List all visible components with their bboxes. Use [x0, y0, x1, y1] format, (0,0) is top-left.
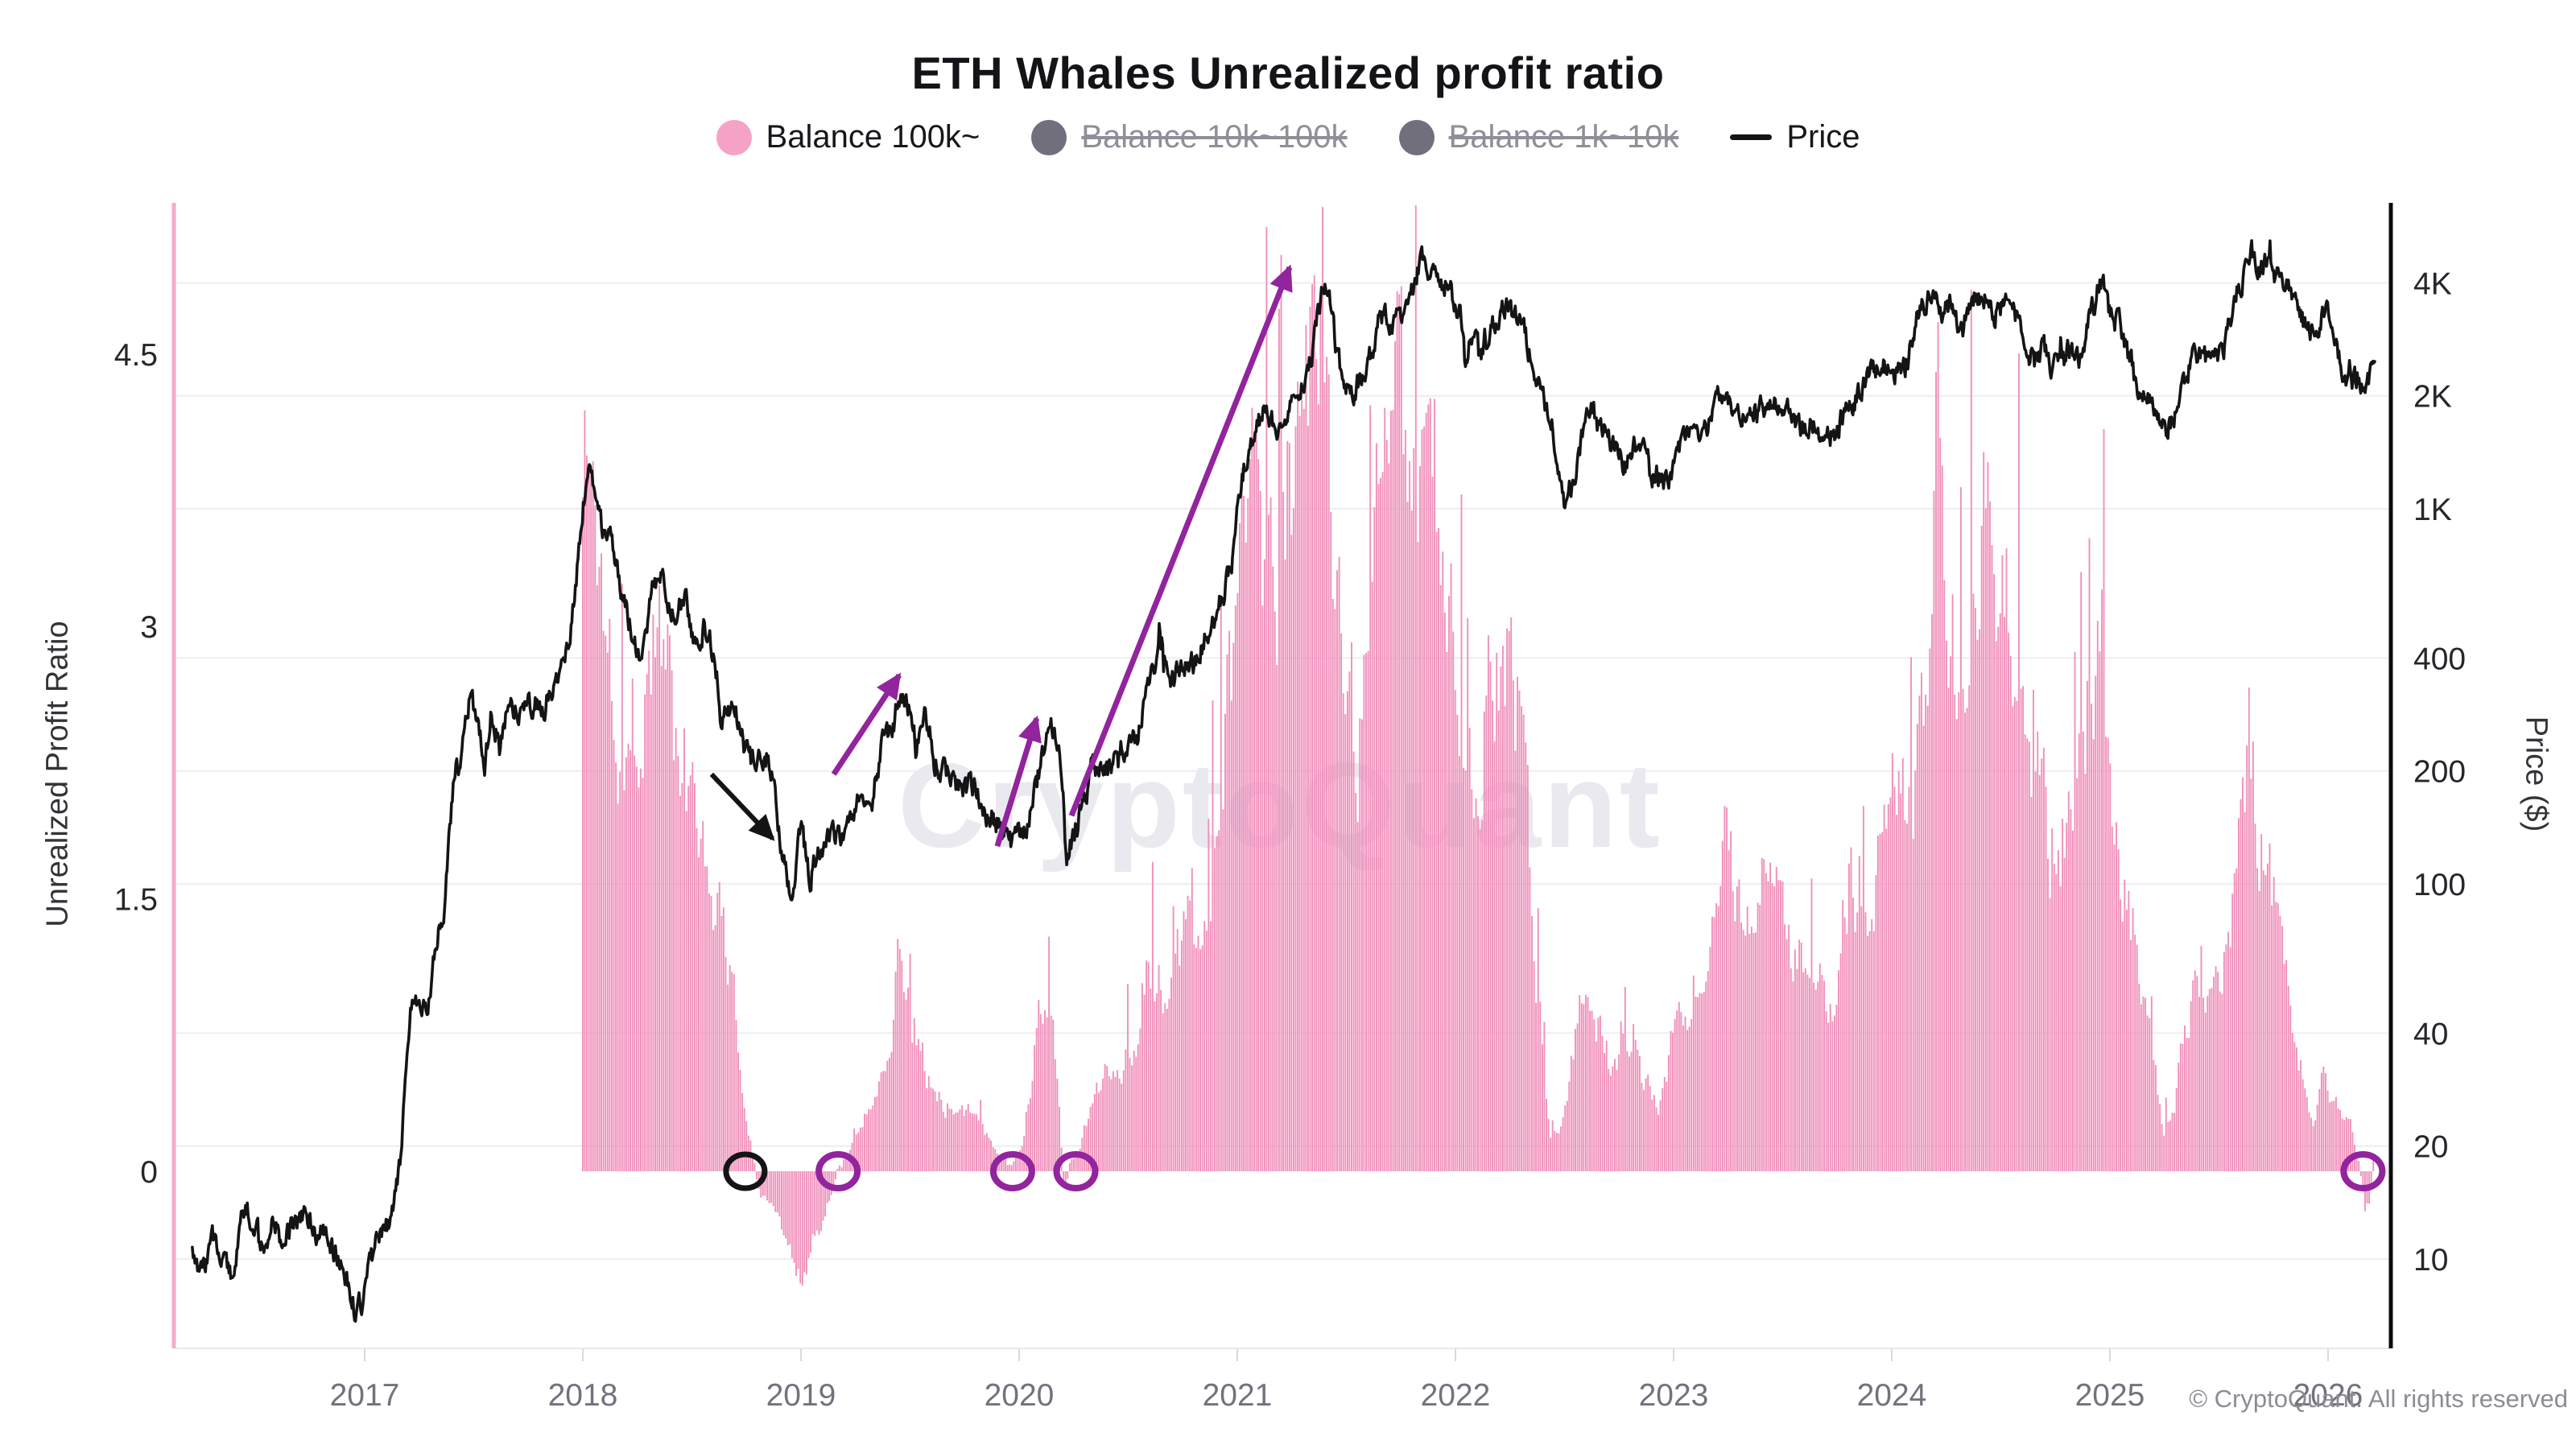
x-axis-tick-label: 2021	[1203, 1378, 1273, 1413]
legend-item-balance-100k[interactable]: Balance 100k~	[716, 119, 980, 155]
right-axis-tick-label: 2K	[2413, 380, 2452, 415]
y-axis-title-left: Unrealized Profit Ratio	[40, 621, 75, 927]
legend-label: Balance 100k~	[766, 119, 980, 155]
axis-lines	[171, 203, 2393, 1361]
x-axis-tick-label: 2022	[1421, 1378, 1491, 1413]
ratio-bars	[581, 205, 2375, 1286]
right-axis-tick-label: 20	[2413, 1130, 2448, 1165]
x-axis-tick-label: 2024	[1857, 1378, 1927, 1413]
legend-item-price[interactable]: Price	[1730, 119, 1860, 155]
right-axis-tick-label: 100	[2413, 868, 2466, 902]
annotations	[709, 264, 2386, 1191]
x-axis-tick-label: 2020	[985, 1378, 1055, 1413]
x-axis-tick-label: 2025	[2075, 1378, 2145, 1413]
x-axis-tick-label: 2019	[766, 1378, 836, 1413]
left-axis-tick-label: 3	[140, 610, 158, 645]
annotation-arrow-price-uptrend-2020	[994, 715, 1042, 848]
annotation-arrow-price-downtrend-2018	[709, 772, 775, 841]
legend-label: Balance 1k~10k	[1448, 119, 1679, 155]
right-axis-tick-label: 400	[2413, 642, 2466, 676]
legend-label: Balance 10k~100k	[1081, 119, 1348, 155]
right-axis-tick-label: 200	[2413, 755, 2466, 790]
y-axis-title-right: Price ($)	[2519, 716, 2553, 832]
legend-marker-line-icon	[1730, 134, 1773, 140]
legend-item-balance-1k-10k[interactable]: Balance 1k~10k	[1398, 119, 1679, 155]
x-axis-tick-label: 2026	[2293, 1378, 2363, 1413]
x-axis-tick-label: 2023	[1639, 1378, 1709, 1413]
price-line-series	[191, 239, 2376, 1323]
right-axis-tick-label: 1K	[2413, 493, 2452, 527]
x-axis-tick-label: 2018	[548, 1378, 618, 1413]
legend-marker-dot-icon	[716, 119, 752, 155]
ratio-bars-series	[581, 205, 2375, 1286]
annotation-circle-zero-cross-apr-2020	[1053, 1151, 1099, 1191]
left-axis-tick-label: 4.5	[114, 338, 158, 373]
right-axis-tick-label: 40	[2413, 1017, 2448, 1051]
right-axis-tick-label: 10	[2413, 1243, 2448, 1278]
annotation-circle-zero-cross-oct-2018	[723, 1151, 768, 1191]
tick-labels: 0 1.5 3 4.5 10 20 40 100 200 400 1K 2K 4K 2017 2018 201…	[114, 266, 2466, 1413]
legend: Balance 100k~ Balance 10k~100k Balance 1…	[0, 119, 2576, 155]
right-axis-tick-label: 4K	[2413, 266, 2452, 301]
copyright-footer: © CryptoQuant. All rights reserved	[2189, 1385, 2568, 1413]
left-axis-tick-label: 0	[140, 1155, 158, 1190]
legend-item-balance-10k-100k[interactable]: Balance 10k~100k	[1031, 119, 1348, 155]
legend-marker-dot-icon	[1398, 119, 1435, 155]
annotation-circle-zero-cross-2026	[2340, 1151, 2386, 1191]
annotation-circle-zero-cross-mar-2019	[815, 1151, 861, 1191]
left-axis-tick-label: 1.5	[114, 883, 158, 918]
annotation-circle-zero-cross-dec-2019	[989, 1151, 1035, 1191]
x-axis-tick-label: 2017	[330, 1378, 400, 1413]
legend-marker-dot-icon	[1031, 119, 1067, 155]
annotation-arrow-price-uptrend-2019	[831, 672, 902, 776]
legend-label: Price	[1786, 119, 1860, 155]
annotation-arrow-price-uptrend-2020-2021	[1068, 264, 1293, 817]
chart-title: ETH Whales Unrealized profit ratio	[911, 47, 1665, 98]
price-line	[191, 239, 2376, 1323]
